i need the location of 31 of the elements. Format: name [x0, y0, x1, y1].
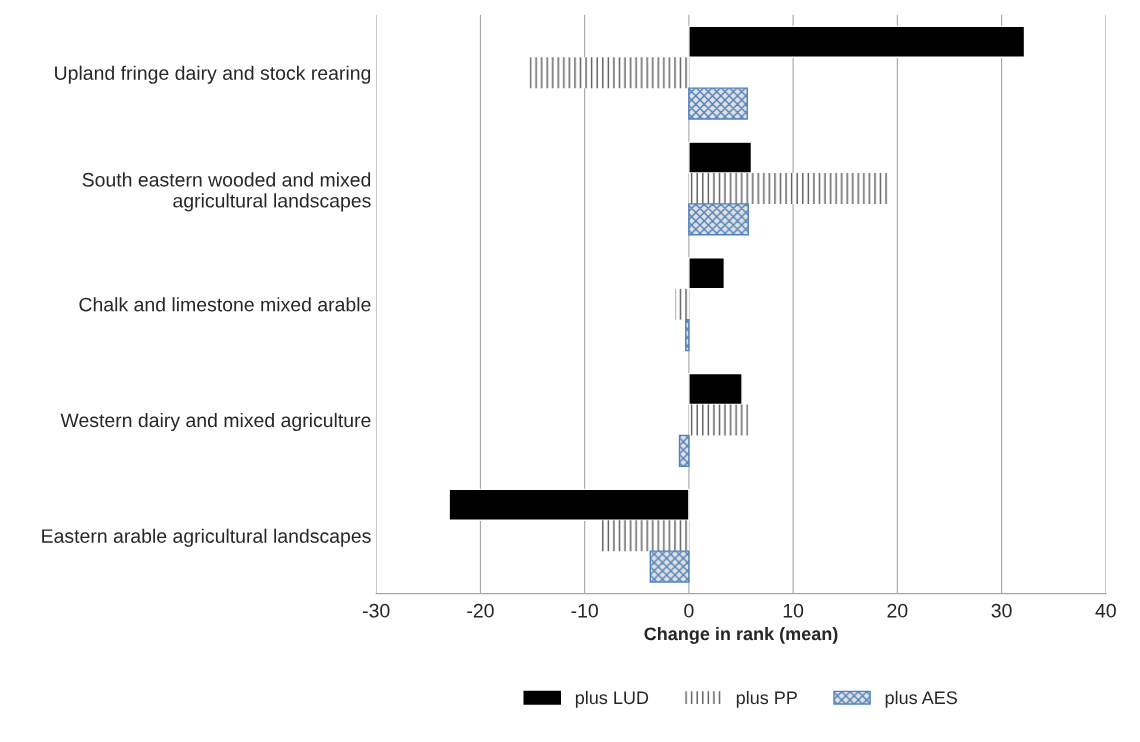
- y-tick-label: Upland fringe dairy and stock rearing: [55, 65, 371, 84]
- x-tick-label: -30: [363, 603, 390, 618]
- y-tick-label: Eastern arable agricultural landscapes: [42, 528, 371, 547]
- bar: [649, 550, 690, 583]
- x-tick-label: 40: [1095, 603, 1116, 618]
- bar: [688, 203, 749, 236]
- bar: [688, 173, 891, 204]
- x-tick-label: 30: [991, 603, 1012, 618]
- y-tick-label: Chalk and limestone mixed arable: [79, 297, 371, 312]
- legend-label: plus PP: [736, 690, 797, 708]
- bar: [678, 434, 690, 467]
- bar: [688, 404, 749, 436]
- x-tick-label: -10: [571, 603, 598, 618]
- x-axis-title: Change in rank (mean): [644, 627, 838, 644]
- bar: [688, 257, 726, 290]
- bar: [448, 488, 690, 521]
- bar: [688, 87, 748, 120]
- x-tick-label: 20: [887, 603, 908, 618]
- bar: [688, 25, 1026, 58]
- bar: [688, 141, 753, 174]
- bar: [675, 288, 689, 320]
- y-tick-label: Western dairy and mixed agriculture: [60, 412, 371, 432]
- x-tick-label: -20: [467, 603, 494, 618]
- x-tick-label: 0: [684, 603, 694, 618]
- bar: [685, 318, 690, 352]
- y-tick-label: South eastern wooded and mixed agricultural landscapes: [82, 172, 371, 212]
- x-tick-label: 10: [783, 603, 804, 618]
- legend-label: plus LUD: [575, 690, 649, 708]
- bar: [529, 57, 689, 89]
- legend-label: plus AES: [885, 690, 957, 708]
- bar: [688, 372, 743, 406]
